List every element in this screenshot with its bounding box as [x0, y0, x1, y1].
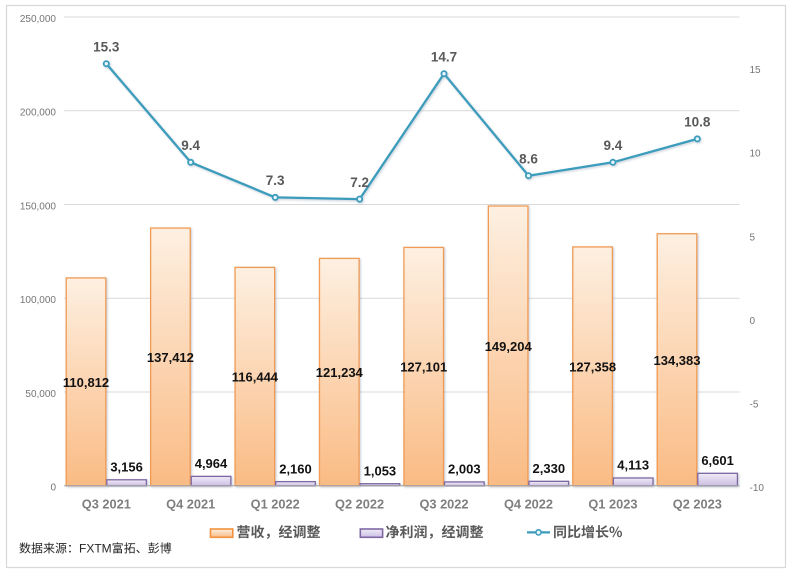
svg-text:9.4: 9.4 [604, 138, 623, 153]
svg-text:2,330: 2,330 [533, 461, 566, 476]
svg-text:4,113: 4,113 [617, 458, 649, 473]
svg-text:Q3 2021: Q3 2021 [82, 497, 131, 512]
svg-text:2,003: 2,003 [448, 462, 481, 477]
svg-text:9.4: 9.4 [181, 138, 200, 153]
svg-text:127,358: 127,358 [569, 359, 616, 374]
svg-text:10: 10 [750, 149, 762, 160]
svg-text:4,964: 4,964 [195, 456, 228, 471]
svg-text:0: 0 [750, 316, 756, 327]
svg-text:15.3: 15.3 [93, 40, 120, 55]
svg-text:137,412: 137,412 [147, 350, 194, 365]
svg-text:Q1 2022: Q1 2022 [251, 497, 300, 512]
svg-text:-10: -10 [750, 483, 765, 494]
svg-text:Q2 2023: Q2 2023 [673, 497, 722, 512]
svg-text:2,160: 2,160 [279, 461, 312, 476]
svg-text:0: 0 [50, 483, 56, 494]
svg-text:150,000: 150,000 [20, 201, 57, 212]
svg-text:10.8: 10.8 [684, 115, 711, 130]
svg-text:3,156: 3,156 [110, 459, 143, 474]
svg-text:127,101: 127,101 [400, 360, 447, 375]
svg-text:134,383: 134,383 [654, 353, 701, 368]
svg-text:15: 15 [750, 65, 762, 76]
svg-text:5: 5 [750, 232, 756, 243]
svg-text:110,812: 110,812 [63, 375, 109, 390]
svg-text:50,000: 50,000 [25, 389, 56, 400]
svg-text:Q1 2023: Q1 2023 [588, 497, 637, 512]
svg-text:116,444: 116,444 [232, 370, 279, 385]
svg-text:250,000: 250,000 [20, 14, 57, 25]
svg-text:-5: -5 [750, 400, 759, 411]
svg-text:Q4 2021: Q4 2021 [166, 497, 215, 512]
svg-text:121,234: 121,234 [316, 365, 364, 380]
svg-text:200,000: 200,000 [20, 108, 57, 119]
svg-text:14.7: 14.7 [431, 50, 457, 65]
svg-text:1,053: 1,053 [364, 463, 397, 478]
svg-text:8.6: 8.6 [519, 152, 538, 167]
svg-text:6,601: 6,601 [701, 453, 734, 468]
svg-text:Q4 2022: Q4 2022 [504, 497, 553, 512]
svg-text:100,000: 100,000 [20, 295, 57, 306]
svg-text:Q2 2022: Q2 2022 [335, 497, 384, 512]
svg-text:149,204: 149,204 [485, 339, 533, 354]
svg-text:7.3: 7.3 [266, 173, 285, 188]
svg-text:FXTM: FXTM [79, 542, 112, 556]
svg-text:7.2: 7.2 [350, 175, 369, 190]
svg-text:Q3 2022: Q3 2022 [419, 497, 468, 512]
